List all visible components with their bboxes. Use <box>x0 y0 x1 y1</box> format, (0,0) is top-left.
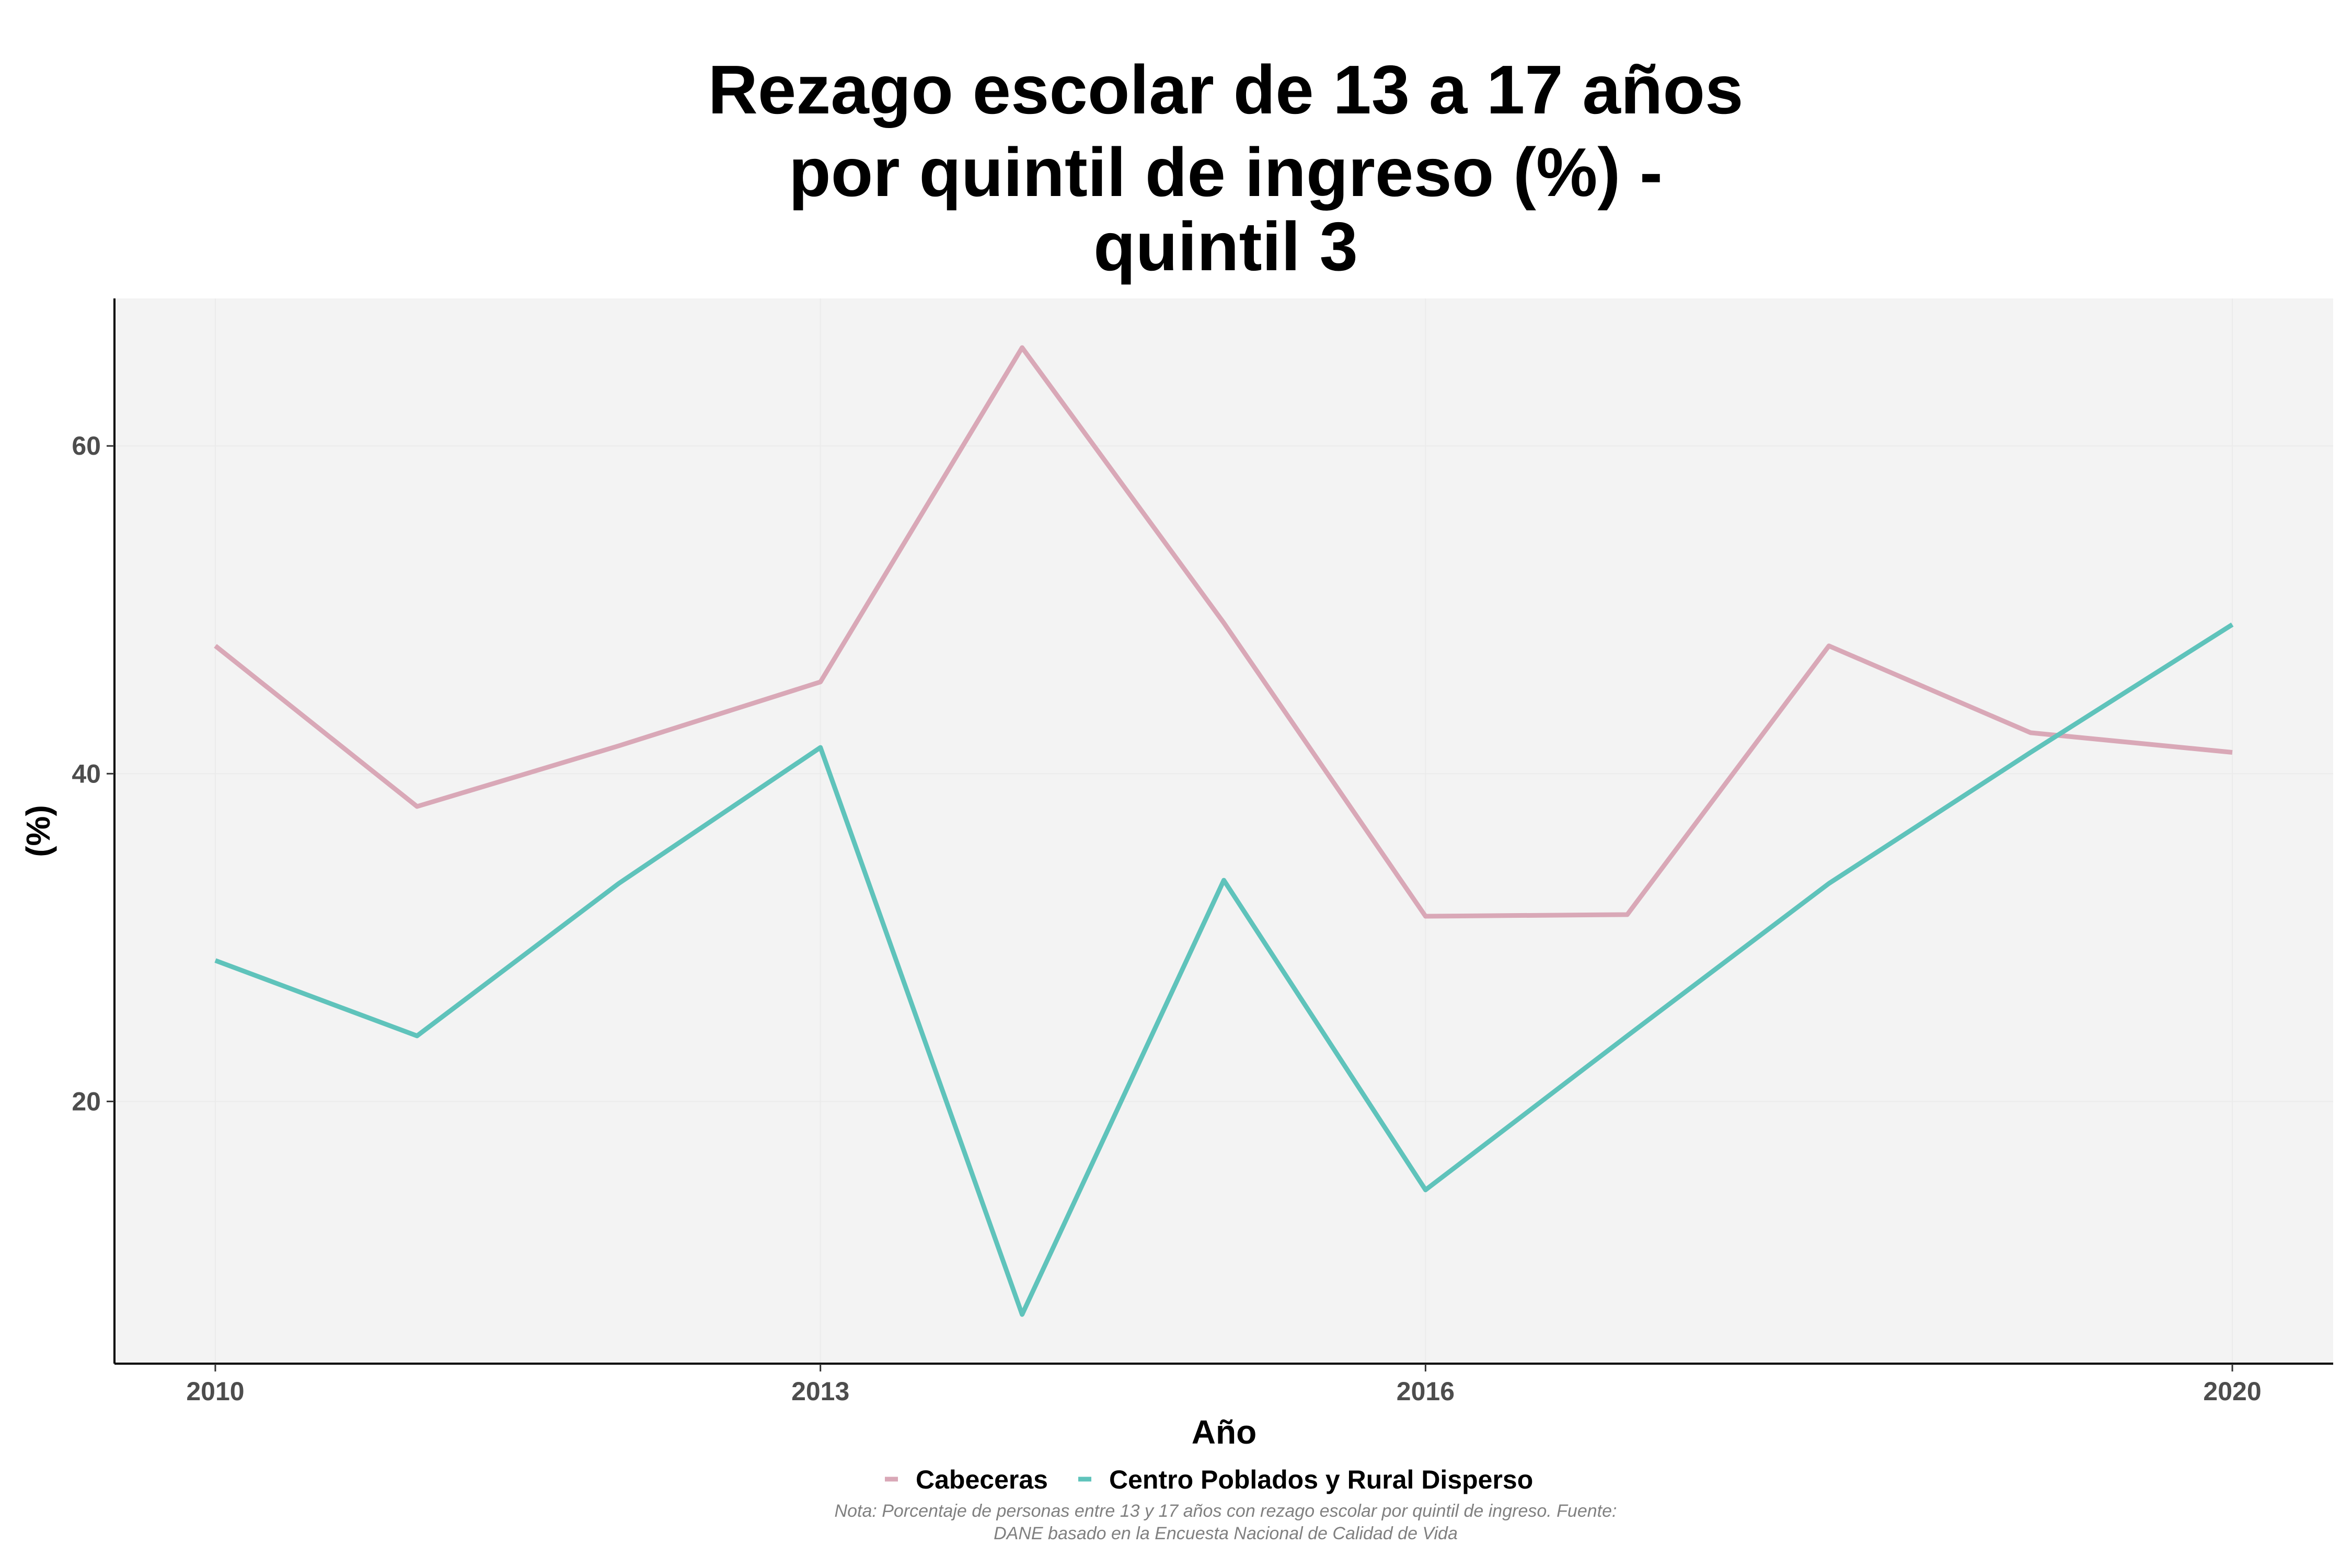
note-line-2: DANE basado en la Encuesta Nacional de C… <box>994 1524 1458 1543</box>
legend: Cabeceras Centro Poblados y Rural Disper… <box>885 1465 1533 1494</box>
series-line-0 <box>214 345 2233 919</box>
series-layer <box>214 345 2234 1317</box>
y-axis-title: (%) <box>19 805 57 857</box>
x-tick-label: 2016 <box>1397 1377 1455 1406</box>
x-axis-title: Año <box>1192 1413 1256 1451</box>
x-tick-label: 2020 <box>2203 1377 2261 1406</box>
series-line-1 <box>214 622 2234 1317</box>
chart-title-line-1: Rezago escolar de 13 a 17 años <box>708 51 1744 128</box>
legend-label-centro-poblados: Centro Poblados y Rural Disperso <box>1109 1465 1533 1494</box>
chart-title-line-3: quintil 3 <box>1093 208 1358 285</box>
plot-panel <box>114 298 2333 1364</box>
y-tick-label: 20 <box>72 1087 101 1116</box>
y-tick-label: 40 <box>72 759 101 788</box>
x-tick-label: 2013 <box>791 1377 849 1406</box>
grid-layer <box>114 298 2333 1364</box>
tick-layer: 20 40 60 2010 2013 2016 2020 <box>72 431 2261 1406</box>
x-tick-label: 2010 <box>186 1377 244 1406</box>
legend-label-cabeceras: Cabeceras <box>916 1465 1048 1494</box>
y-tick-label: 60 <box>72 431 101 460</box>
chart-title-line-2: por quintil de ingreso (%) - <box>789 134 1663 211</box>
note-line-1: Nota: Porcentaje de personas entre 13 y … <box>835 1501 1617 1521</box>
